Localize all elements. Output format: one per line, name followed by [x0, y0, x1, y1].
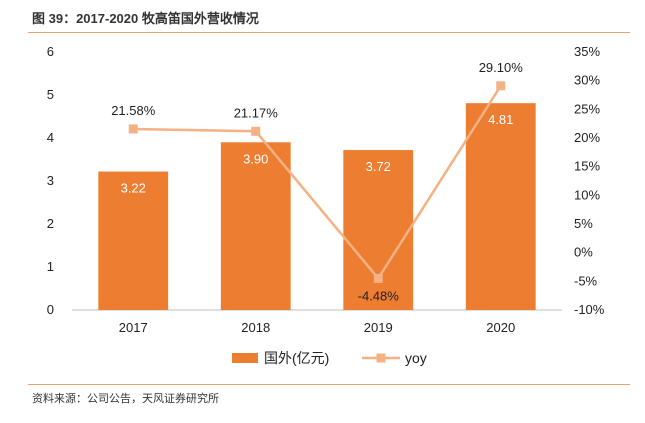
yoy-data-label: 29.10% — [479, 60, 524, 75]
legend-bar-swatch — [232, 353, 258, 363]
yoy-data-label: -4.48% — [358, 288, 400, 303]
y-right-tick-label: 0% — [574, 245, 593, 260]
bar — [220, 142, 291, 310]
bar-data-label: 3.90 — [243, 151, 268, 166]
legend-line-label: yoy — [405, 350, 427, 366]
bar — [343, 150, 414, 310]
y-right-tick-label: 30% — [574, 73, 600, 88]
bar — [465, 103, 536, 310]
yoy-marker — [496, 81, 506, 91]
source-note: 资料来源：公司公告，天风证券研究所 — [32, 393, 219, 405]
yoy-marker — [251, 126, 261, 136]
x-tick-label: 2019 — [364, 320, 393, 335]
yoy-data-label: 21.17% — [234, 105, 279, 120]
y-left-tick-label: 2 — [47, 216, 54, 231]
y-right-tick-label: 5% — [574, 216, 593, 231]
x-tick-label: 2018 — [241, 320, 270, 335]
yoy-marker — [128, 124, 138, 134]
bar-data-label: 4.81 — [488, 112, 513, 127]
y-left-tick-label: 0 — [47, 302, 54, 317]
bar — [98, 171, 169, 310]
x-tick-label: 2020 — [486, 320, 515, 335]
figure-title: 图 39：2017-2020 牧高笛国外营收情况 — [32, 11, 259, 26]
combo-chart: 0 1 2 3 4 5 6 -10% -5% 0% 5% 10% 15% 20% 25% 30% 35% 2017… — [47, 44, 605, 366]
bottom-rule — [28, 384, 630, 385]
y-left-tick-label: 4 — [47, 130, 54, 145]
yoy-line — [133, 85, 502, 281]
legend-line-marker — [376, 353, 386, 363]
y-left-tick-label: 1 — [47, 259, 54, 274]
bar-data-label: 3.72 — [366, 159, 391, 174]
y-left-tick-label: 5 — [47, 87, 54, 102]
y-right-tick-label: 20% — [574, 130, 600, 145]
y-left-tick-label: 3 — [47, 173, 54, 188]
top-rule — [28, 32, 630, 33]
yoy-marker — [373, 273, 383, 283]
yoy-data-label: 21.58% — [111, 103, 156, 118]
y-right-tick-label: -5% — [574, 273, 598, 288]
legend-bar-label: 国外(亿元) — [264, 350, 329, 366]
x-tick-label: 2017 — [119, 320, 148, 335]
y-right-tick-label: 25% — [574, 101, 600, 116]
y-left-tick-label: 6 — [47, 44, 54, 59]
bar-data-label: 3.22 — [121, 181, 146, 196]
y-right-tick-label: 10% — [574, 187, 600, 202]
y-right-tick-label: -10% — [574, 302, 605, 317]
y-right-tick-label: 15% — [574, 159, 600, 174]
y-right-tick-label: 35% — [574, 44, 600, 59]
